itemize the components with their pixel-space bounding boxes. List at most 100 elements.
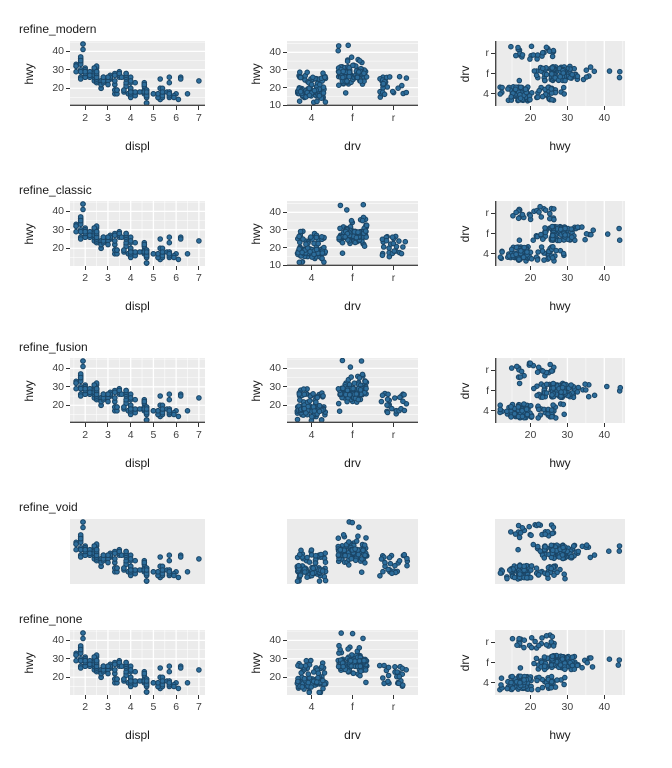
data-point xyxy=(512,86,519,93)
y-tick-label: 20 xyxy=(52,671,64,684)
y-axis-tick xyxy=(491,682,495,684)
data-point xyxy=(127,238,134,244)
data-point xyxy=(299,249,305,256)
data-point xyxy=(517,95,524,102)
data-point xyxy=(378,556,385,562)
data-point xyxy=(316,408,323,415)
data-point xyxy=(392,562,398,569)
data-point xyxy=(583,542,590,548)
data-point xyxy=(80,630,86,636)
data-point xyxy=(114,676,120,682)
y-axis-tick xyxy=(283,639,287,641)
y-axis-title: hwy xyxy=(249,222,263,245)
y-tick-label: 30 xyxy=(269,652,281,665)
y-axis-tick xyxy=(491,662,495,663)
data-point xyxy=(516,77,523,84)
data-point xyxy=(304,554,310,561)
data-point xyxy=(539,49,546,56)
x-axis-title: hwy xyxy=(549,456,571,470)
data-point xyxy=(306,398,313,404)
y-axis-tick xyxy=(283,211,287,213)
data-point xyxy=(166,408,173,414)
data-point xyxy=(310,74,316,81)
data-point xyxy=(497,570,504,576)
data-point xyxy=(150,91,157,97)
data-point xyxy=(342,234,348,240)
data-point xyxy=(521,677,527,683)
y-tick-label: f xyxy=(486,384,489,397)
data-point xyxy=(541,663,548,670)
y-axis-title: hwy xyxy=(249,651,263,674)
y-axis-title: drv xyxy=(458,382,472,399)
y-tick-label: 20 xyxy=(52,399,64,412)
data-point xyxy=(157,236,163,242)
x-axis-tick xyxy=(352,423,353,427)
x-tick-label: r xyxy=(391,272,396,284)
data-point xyxy=(606,68,613,74)
data-point xyxy=(396,73,403,80)
data-point xyxy=(356,658,363,664)
data-point xyxy=(308,684,315,690)
data-point xyxy=(516,635,522,642)
data-point xyxy=(540,65,546,72)
data-point xyxy=(311,251,317,258)
x-tick-label: 4 xyxy=(127,272,134,284)
data-point xyxy=(617,384,624,391)
x-tick-label: 7 xyxy=(195,272,202,284)
data-point xyxy=(322,74,328,81)
x-tick-label: 7 xyxy=(195,701,202,713)
data-point xyxy=(132,249,138,255)
data-point xyxy=(499,249,505,255)
x-axis-tick xyxy=(107,266,109,270)
y-tick-label: 4 xyxy=(483,404,489,417)
data-point xyxy=(175,96,182,103)
data-point xyxy=(73,541,79,547)
x-axis-tick xyxy=(311,423,313,427)
y-axis-tick xyxy=(66,69,70,71)
data-point xyxy=(196,78,202,84)
x-tick-label: 5 xyxy=(150,112,157,124)
data-point xyxy=(389,88,396,95)
data-point xyxy=(300,236,306,242)
data-point xyxy=(143,689,150,695)
data-point xyxy=(527,56,533,62)
data-point xyxy=(401,407,408,414)
data-point xyxy=(87,232,93,239)
data-point xyxy=(358,358,365,364)
x-axis-tick xyxy=(529,266,531,270)
data-point xyxy=(82,546,88,553)
x-axis-tick xyxy=(84,266,86,270)
y-axis-tick xyxy=(283,247,287,249)
data-point xyxy=(535,364,542,371)
scatter-panel-r4c3 xyxy=(495,519,625,584)
data-point xyxy=(159,678,166,684)
data-point xyxy=(339,250,346,257)
data-point xyxy=(615,662,622,668)
data-point xyxy=(77,374,84,381)
data-point xyxy=(296,246,302,252)
data-point xyxy=(569,654,576,661)
data-point xyxy=(386,554,393,561)
x-axis-tick xyxy=(352,695,353,699)
data-point xyxy=(511,411,518,417)
data-point xyxy=(166,234,173,241)
data-point xyxy=(568,226,575,232)
data-point xyxy=(528,644,535,651)
data-point xyxy=(354,74,361,81)
data-point xyxy=(87,661,93,668)
data-point xyxy=(345,646,351,652)
data-point xyxy=(531,68,538,74)
y-tick-label: 40 xyxy=(269,206,281,219)
data-point xyxy=(350,385,356,392)
x-axis-title: drv xyxy=(344,728,361,742)
y-axis-title: hwy xyxy=(22,651,36,674)
data-point xyxy=(561,91,567,97)
data-point xyxy=(517,665,524,671)
data-point xyxy=(396,558,403,564)
data-point xyxy=(551,206,557,212)
data-point xyxy=(560,544,566,551)
data-point xyxy=(395,85,401,92)
data-point xyxy=(307,248,313,255)
data-point xyxy=(535,94,541,101)
data-point xyxy=(582,381,588,388)
